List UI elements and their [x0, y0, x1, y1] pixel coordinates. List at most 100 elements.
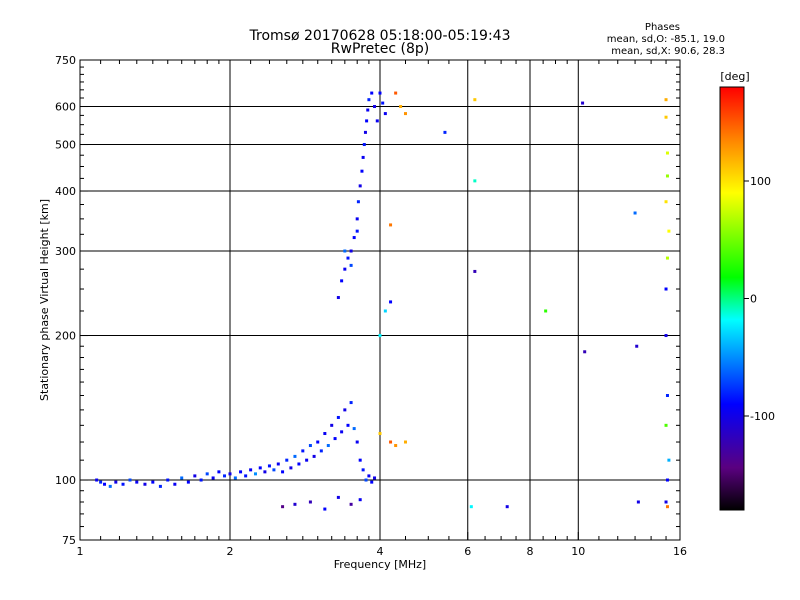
- y-tick-label: 400: [55, 185, 76, 198]
- data-point: [383, 112, 387, 116]
- data-point: [581, 101, 585, 105]
- chart-title: Tromsø 20170628 05:18:00-05:19:43: [249, 28, 511, 44]
- data-point: [217, 470, 221, 474]
- data-point: [95, 478, 99, 482]
- phase-colorbar: [deg] 100 0 -100: [719, 70, 775, 511]
- x-tick-label: 4: [377, 545, 384, 558]
- data-point: [473, 98, 477, 102]
- data-point: [378, 432, 382, 436]
- colorbar-tick-label: 0: [750, 293, 757, 306]
- data-point: [186, 480, 190, 484]
- data-point: [253, 472, 257, 476]
- data-point: [389, 223, 393, 227]
- data-point: [360, 169, 364, 173]
- data-point: [99, 480, 103, 484]
- data-point: [367, 98, 371, 102]
- y-tick-label: 750: [55, 54, 76, 67]
- data-point: [166, 478, 170, 482]
- y-tick-label: 200: [55, 330, 76, 343]
- colorbar-tick-label: -100: [750, 410, 775, 423]
- data-point: [336, 296, 340, 300]
- data-point: [635, 344, 639, 348]
- data-point: [665, 394, 669, 398]
- x-tick-label: 2: [227, 545, 234, 558]
- data-point: [349, 502, 353, 506]
- data-point: [383, 309, 387, 313]
- data-point: [158, 484, 162, 488]
- data-point: [319, 449, 323, 453]
- data-point: [473, 179, 477, 183]
- data-point: [336, 415, 340, 419]
- data-points: [95, 91, 671, 511]
- data-point: [223, 474, 227, 478]
- data-point: [267, 464, 271, 468]
- data-point: [473, 269, 477, 273]
- data-point: [389, 440, 393, 444]
- data-point: [358, 184, 362, 188]
- data-point: [505, 505, 509, 509]
- data-point: [199, 478, 203, 482]
- x-tick-label: 6: [464, 545, 471, 558]
- data-point: [340, 430, 344, 434]
- x-axis-label: Frequency [MHz]: [334, 558, 426, 571]
- data-point: [276, 462, 280, 466]
- data-point: [469, 505, 473, 509]
- data-point: [664, 200, 668, 204]
- phases-header: Phases: [645, 22, 680, 33]
- data-point: [363, 130, 367, 134]
- data-point: [366, 108, 370, 112]
- data-point: [399, 105, 403, 109]
- data-point: [305, 458, 309, 462]
- data-point: [312, 454, 316, 458]
- data-point: [633, 211, 637, 215]
- data-point: [289, 466, 293, 470]
- data-point: [665, 256, 669, 260]
- data-point: [370, 91, 374, 95]
- x-tick-label: 1: [77, 545, 84, 558]
- data-point: [636, 500, 640, 504]
- data-point: [664, 500, 668, 504]
- data-point: [370, 480, 374, 484]
- data-point: [301, 449, 305, 453]
- data-point: [349, 401, 353, 405]
- data-point: [373, 105, 377, 109]
- data-point: [352, 427, 356, 431]
- data-point: [228, 472, 232, 476]
- data-point: [193, 474, 197, 478]
- data-point: [128, 478, 132, 482]
- data-point: [358, 458, 362, 462]
- data-point: [367, 474, 371, 478]
- data-point: [375, 119, 379, 123]
- data-point: [664, 334, 668, 338]
- chart-subtitle: RwPretec (8p): [331, 41, 429, 57]
- data-point: [330, 423, 334, 427]
- data-point: [378, 91, 382, 95]
- data-point: [297, 462, 301, 466]
- data-point: [346, 256, 350, 260]
- data-point: [667, 458, 671, 462]
- y-tick-label: 100: [55, 474, 76, 487]
- data-point: [352, 236, 356, 240]
- data-point: [135, 480, 139, 484]
- data-point: [285, 458, 289, 462]
- data-point: [389, 300, 393, 304]
- colorbar-gradient: [719, 86, 745, 511]
- data-point: [316, 440, 320, 444]
- data-point: [346, 423, 350, 427]
- data-point: [249, 468, 253, 472]
- data-point: [544, 309, 548, 313]
- data-point: [333, 437, 337, 441]
- data-point: [665, 174, 669, 178]
- phases-x-mode: mean, sd,X: 90.6, 28.3: [611, 46, 725, 57]
- data-point: [323, 432, 327, 436]
- colorbar-label: [deg]: [720, 70, 749, 83]
- data-point: [103, 482, 107, 486]
- data-point: [362, 143, 366, 147]
- y-tick-label: 75: [62, 534, 76, 547]
- data-point: [323, 507, 327, 511]
- data-point: [355, 217, 359, 221]
- data-point: [403, 112, 407, 116]
- data-point: [173, 482, 177, 486]
- data-point: [343, 249, 347, 253]
- data-point: [403, 440, 407, 444]
